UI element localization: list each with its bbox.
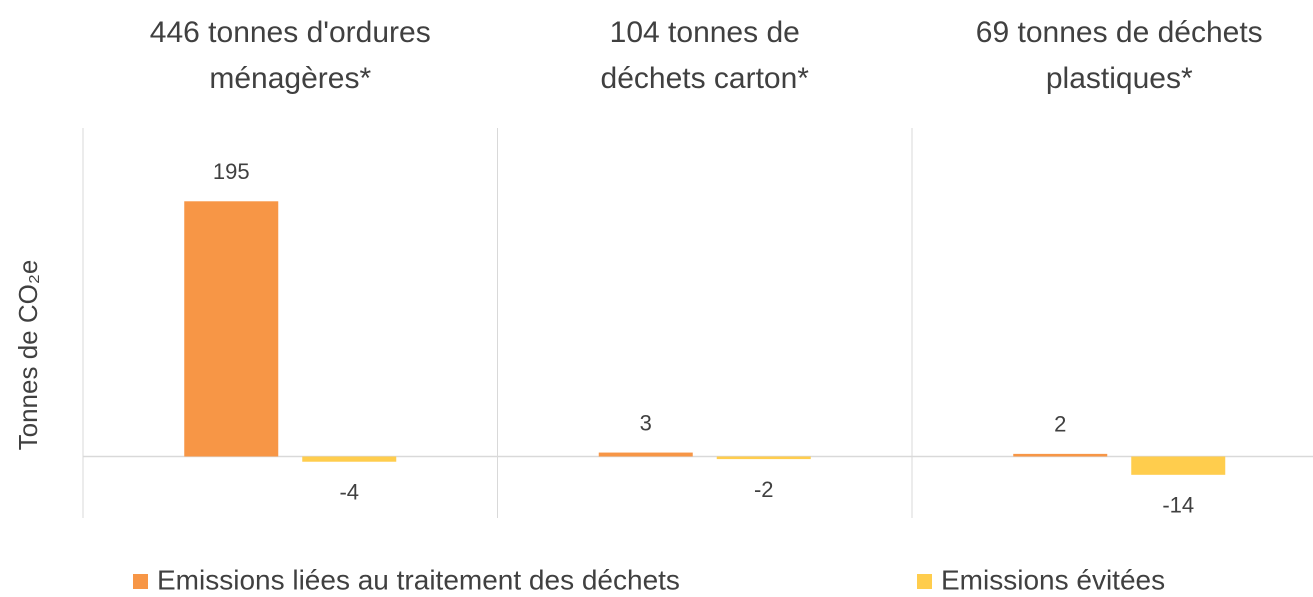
category-label: 69 tonnes de déchets plastiques* (975, 16, 1263, 95)
data-label: -14 (1162, 493, 1194, 518)
bar (1131, 456, 1226, 475)
y-axis-label: Tonnes de CO₂e (13, 260, 43, 451)
legend-swatch (133, 574, 148, 589)
legend-label: Emissions évitées (941, 564, 1165, 595)
data-label: 3 (640, 410, 652, 435)
category-label: 104 tonnes de déchets carton* (600, 16, 809, 95)
bar (598, 452, 693, 457)
bar (184, 201, 279, 457)
bar (302, 456, 397, 462)
data-label: 195 (213, 159, 250, 184)
legend-label: Emissions liées au traitement des déchet… (157, 564, 680, 595)
category-label: 446 tonnes d'ordures ménagères* (149, 16, 431, 95)
data-label: -4 (339, 480, 359, 505)
bar (716, 456, 811, 460)
bar (1013, 453, 1108, 457)
data-label: -2 (754, 477, 774, 502)
data-label: 2 (1054, 412, 1066, 437)
legend-swatch (917, 574, 932, 589)
